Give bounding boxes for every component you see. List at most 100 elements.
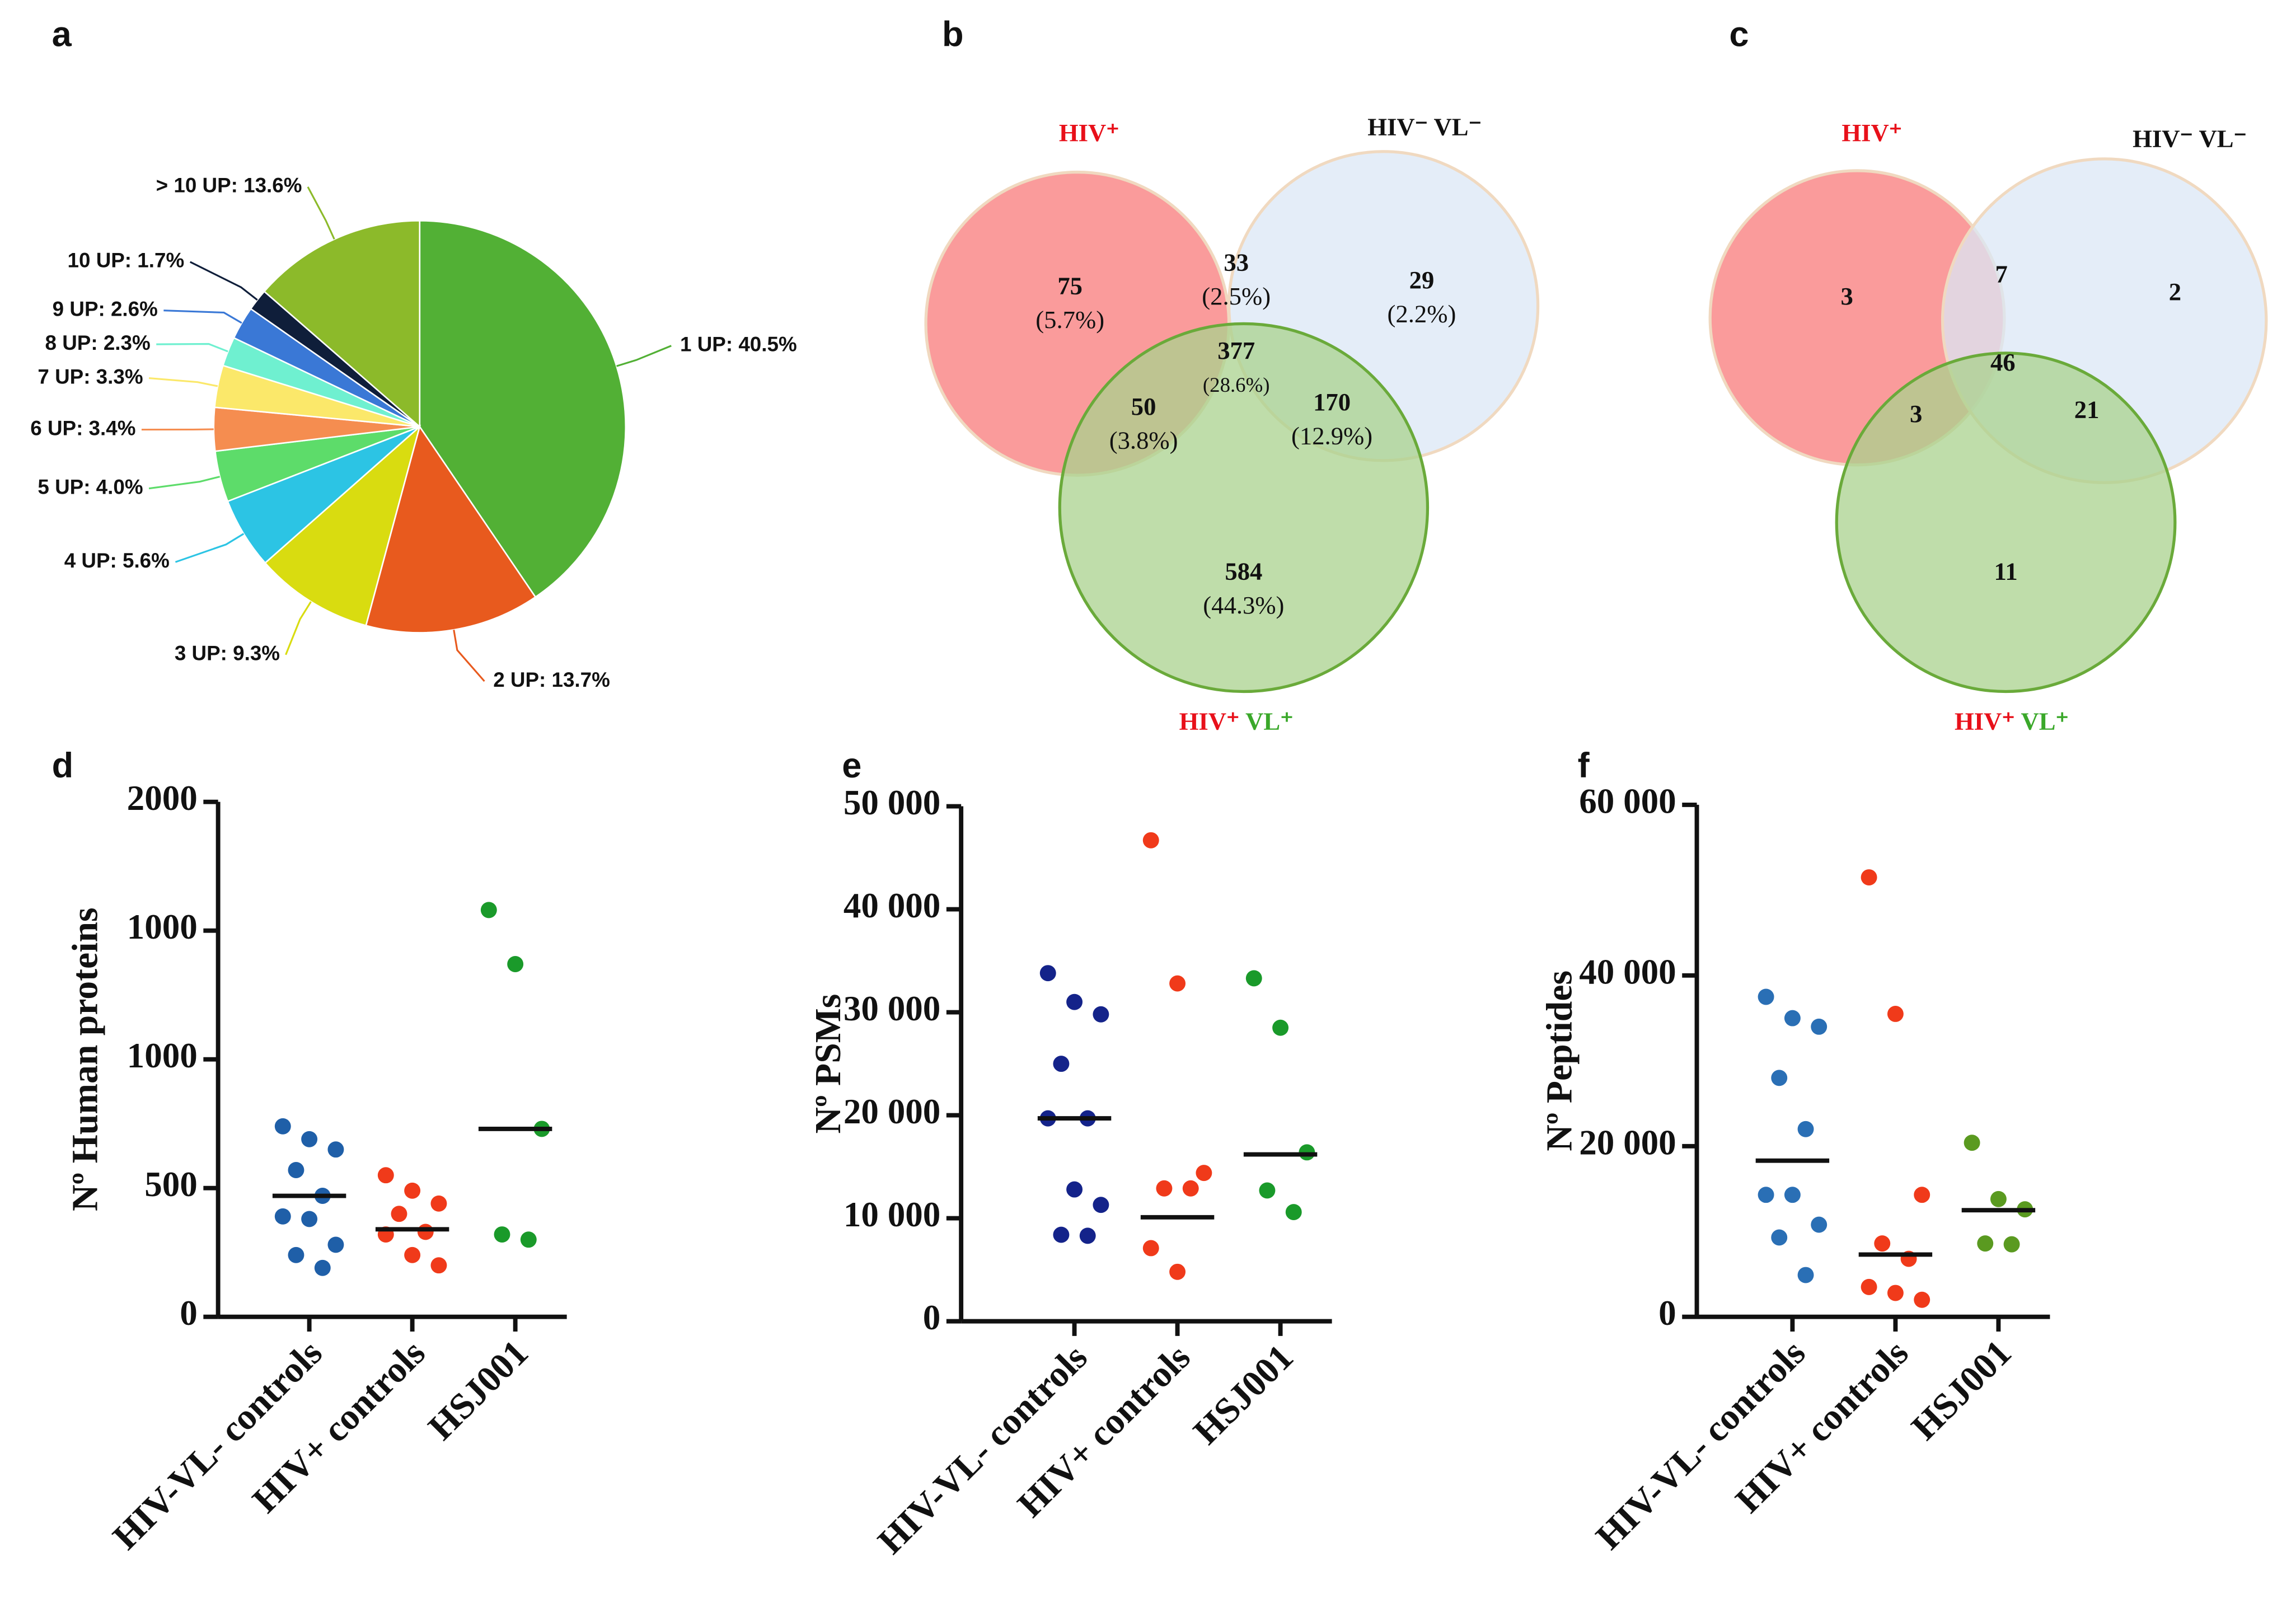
y-tick-label: 0 — [180, 1293, 198, 1333]
data-point — [1039, 965, 1056, 982]
data-point — [1758, 988, 1774, 1005]
y-tick-label: 500 — [144, 1165, 198, 1204]
set-label-part: HIV⁺ — [1842, 119, 1902, 147]
y-tick-label: 50 000 — [844, 783, 940, 822]
leader-line — [285, 601, 312, 655]
panel-letter: a — [52, 15, 72, 54]
data-point — [404, 1246, 421, 1263]
y-tick-label: 20 000 — [1579, 1123, 1676, 1162]
region-count: 584 — [1225, 557, 1262, 585]
set-label: HIV⁺ — [1842, 119, 1902, 147]
data-point — [404, 1182, 421, 1199]
venn-set — [1835, 351, 2177, 693]
data-point — [1093, 1006, 1109, 1023]
region-percent: (2.2%) — [1388, 299, 1456, 327]
region-count: 377 — [1217, 336, 1255, 364]
region-count: 170 — [1313, 388, 1351, 416]
y-tick-label: 60 000 — [1579, 781, 1676, 821]
pie-slice — [419, 219, 627, 598]
data-point — [377, 1167, 394, 1184]
data-point — [327, 1236, 344, 1253]
set-label-part: HIV⁻ VL⁻ — [1367, 113, 1482, 141]
region-count: 7 — [1995, 260, 2008, 288]
data-point — [2003, 1236, 2020, 1253]
set-label-part: HIV⁺ — [1955, 707, 2015, 735]
set-label-part: VL⁺ — [1245, 707, 1294, 735]
pie-label: 5 UP: 4.0% — [38, 475, 143, 498]
set-label: HIV⁺ VL⁺ — [1179, 707, 1294, 735]
pie-label: 4 UP: 5.6% — [64, 549, 170, 572]
data-point — [1914, 1187, 1930, 1203]
leader-line — [163, 310, 242, 324]
set-label-part: HIV⁺ — [1059, 119, 1119, 147]
pie-label: 3 UP: 9.3% — [175, 642, 280, 665]
data-point — [1182, 1180, 1199, 1197]
y-tick-label: 40 000 — [1579, 952, 1676, 991]
x-tick-label: HSJ001 — [420, 1332, 536, 1448]
data-point — [1861, 1278, 1877, 1295]
data-point — [1874, 1235, 1891, 1252]
data-point — [1771, 1229, 1788, 1246]
region-count: 46 — [1990, 348, 2016, 376]
data-point — [1797, 1121, 1814, 1137]
leader-line — [453, 630, 485, 682]
region-percent: (3.8%) — [1109, 426, 1178, 454]
data-point — [274, 1118, 291, 1135]
data-point — [1053, 1056, 1070, 1072]
region-percent: (12.9%) — [1291, 422, 1372, 450]
panel-letter: b — [942, 15, 964, 54]
panel-letter: f — [1578, 746, 1590, 785]
data-point — [1784, 1187, 1801, 1203]
region-count: 3 — [1910, 400, 1922, 428]
data-point — [494, 1226, 510, 1243]
region-count: 3 — [1840, 282, 1853, 310]
data-point — [430, 1257, 447, 1274]
venn-set — [1058, 322, 1430, 693]
data-point — [1245, 970, 1262, 987]
y-tick-label: 20 000 — [844, 1092, 940, 1131]
region-count: 33 — [1224, 248, 1249, 276]
region-percent: (44.3%) — [1203, 591, 1284, 619]
data-point — [1142, 1240, 1159, 1257]
leader-line — [148, 377, 218, 387]
data-point — [1887, 1006, 1904, 1022]
data-point — [327, 1141, 344, 1158]
data-point — [1964, 1135, 1980, 1151]
pie-slice — [365, 425, 537, 634]
data-point — [1066, 993, 1083, 1010]
pie-slice — [227, 426, 420, 564]
data-point — [1156, 1180, 1173, 1197]
pie-label: 8 UP: 2.3% — [45, 331, 151, 354]
data-point — [1259, 1182, 1276, 1199]
y-tick-label: 30 000 — [844, 989, 940, 1028]
data-point — [1285, 1204, 1302, 1221]
data-point — [1811, 1216, 1828, 1233]
y-tick-label: 10 000 — [844, 1195, 940, 1234]
region-percent: (5.7%) — [1035, 306, 1104, 334]
data-point — [1066, 1181, 1083, 1198]
region-count: 21 — [2074, 395, 2100, 423]
data-point — [1861, 869, 1877, 885]
pie-label: 10 UP: 1.7% — [68, 249, 185, 272]
data-point — [1093, 1197, 1109, 1213]
data-point — [1990, 1191, 2007, 1207]
data-point — [1272, 1019, 1289, 1036]
leader-line — [616, 345, 672, 367]
set-label: HIV⁻ VL⁻ — [1367, 113, 1482, 141]
data-point — [1053, 1226, 1070, 1243]
y-tick-label: 2000 — [127, 779, 198, 818]
data-point — [288, 1246, 304, 1263]
data-point — [1771, 1070, 1788, 1086]
panel-letter: d — [52, 746, 74, 785]
region-percent: (28.6%) — [1203, 373, 1270, 396]
y-axis-label: Nº Human proteins — [64, 907, 105, 1211]
pie-label: 9 UP: 2.6% — [53, 297, 158, 320]
region-percent: (2.5%) — [1202, 282, 1271, 310]
leader-line — [141, 428, 214, 431]
data-point — [1887, 1285, 1904, 1301]
set-label-part: HIV⁻ VL⁻ — [2133, 125, 2247, 153]
region-count: 50 — [1131, 392, 1156, 420]
pie-slice — [263, 219, 421, 429]
data-point — [301, 1131, 318, 1147]
